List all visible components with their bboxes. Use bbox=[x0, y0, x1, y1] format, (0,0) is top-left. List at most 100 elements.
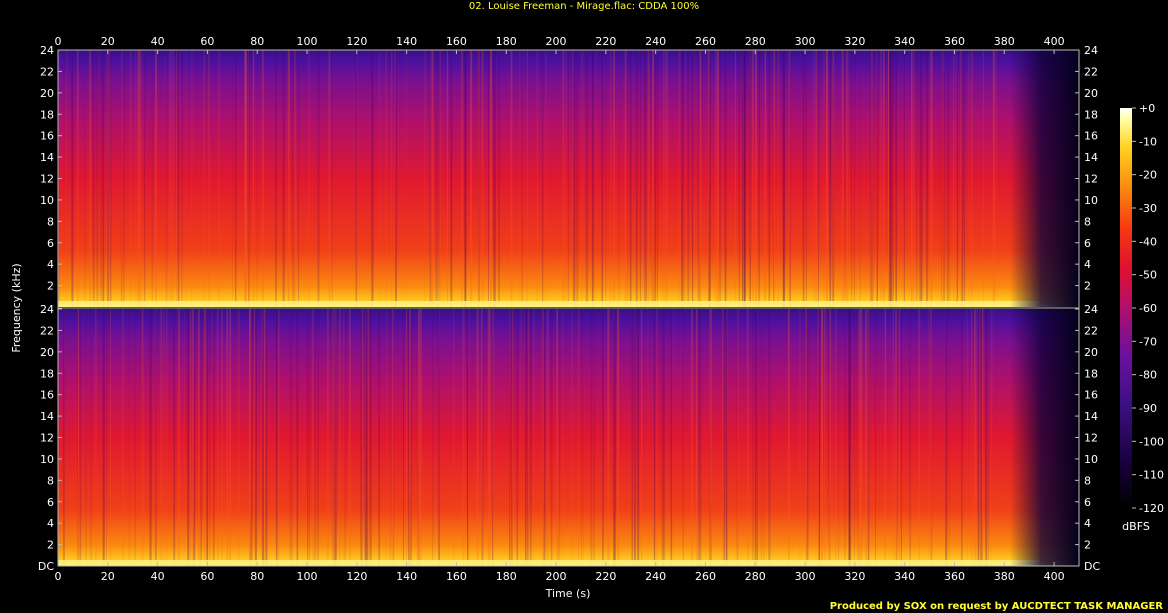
spectrogram-streak bbox=[928, 309, 930, 566]
spectrogram-streak bbox=[956, 50, 958, 307]
spectrogram-streak bbox=[138, 50, 140, 307]
spectrogram-streak bbox=[679, 50, 681, 307]
spectrogram-streak bbox=[232, 50, 234, 307]
spectrogram-streak bbox=[110, 50, 112, 307]
spectrogram-streak bbox=[949, 309, 950, 566]
spectrogram-streak bbox=[291, 309, 293, 566]
spectrogram-streak bbox=[960, 50, 962, 307]
footer-credit: Produced by SOX on request by AUCDTECT T… bbox=[830, 601, 1164, 612]
spectrogram-streak bbox=[287, 50, 289, 307]
y-axis-label: Frequency (kHz) bbox=[10, 263, 23, 352]
spectrogram-streak bbox=[438, 309, 440, 566]
low-frequency-band bbox=[58, 560, 1039, 566]
spectrogram-streak bbox=[755, 50, 757, 307]
spectrogram-streak bbox=[129, 50, 132, 307]
spectrogram-streak bbox=[849, 309, 850, 566]
spectrogram-streak bbox=[860, 309, 862, 566]
spectrogram-streak bbox=[662, 50, 665, 307]
spectrogram-streak bbox=[880, 50, 882, 307]
x-tick-label-bottom: 400 bbox=[1044, 570, 1065, 583]
spectrogram-streak bbox=[982, 309, 984, 566]
channel-1-spectrogram bbox=[58, 50, 1079, 307]
spectrogram-streak bbox=[244, 50, 247, 307]
x-tick-label-top: 80 bbox=[250, 35, 264, 48]
spectrogram-streak bbox=[610, 50, 612, 307]
spectrogram-streak bbox=[122, 50, 125, 307]
spectrogram-streak bbox=[808, 309, 809, 566]
spectrogram-streak bbox=[294, 50, 296, 307]
spectrogram-streak bbox=[63, 309, 65, 566]
spectrogram-streak bbox=[640, 309, 643, 566]
spectrogram-streak bbox=[582, 309, 584, 566]
spectrogram-streak bbox=[867, 309, 870, 566]
spectrogram-streak bbox=[818, 309, 820, 566]
spectrogram-streak bbox=[971, 309, 972, 566]
spectrogram-streak bbox=[244, 50, 246, 307]
x-tick-label-bottom: 100 bbox=[297, 570, 318, 583]
spectrogram-streak bbox=[92, 50, 95, 307]
spectrogram-streak bbox=[592, 50, 595, 307]
spectrogram-streak bbox=[488, 50, 489, 307]
spectrogram-streak bbox=[385, 309, 387, 566]
x-tick-label-bottom: 140 bbox=[396, 570, 417, 583]
spectrogram-streak bbox=[993, 50, 995, 307]
spectrogram-streak bbox=[666, 50, 668, 307]
spectrogram-streak bbox=[829, 50, 832, 307]
spectrogram-streak bbox=[349, 309, 351, 566]
spectrogram-streak bbox=[288, 50, 290, 307]
spectrogram-streak bbox=[366, 309, 368, 566]
spectrogram-streak bbox=[708, 50, 711, 307]
x-tick-label-top: 400 bbox=[1044, 35, 1065, 48]
spectrogram-streak bbox=[844, 309, 846, 566]
spectrogram-streak bbox=[333, 309, 336, 566]
spectrogram-streak bbox=[134, 309, 136, 566]
spectrogram-streak bbox=[832, 50, 835, 307]
x-tick-label-top: 300 bbox=[795, 35, 816, 48]
spectrogram-streak bbox=[709, 309, 712, 566]
spectrogram-streak bbox=[110, 309, 111, 566]
spectrogram-streak bbox=[253, 309, 256, 566]
spectrogram-streak bbox=[244, 50, 246, 307]
spectrogram-streak bbox=[955, 50, 957, 307]
spectrogram-streak bbox=[95, 309, 97, 566]
spectrogram-streak bbox=[90, 309, 92, 566]
y-tick-label-left: 8 bbox=[47, 474, 54, 487]
spectrogram-streak bbox=[100, 50, 102, 307]
spectrogram-streak bbox=[332, 309, 333, 566]
colorbar-tick-label: -50 bbox=[1139, 269, 1157, 282]
spectrogram-streak bbox=[698, 50, 700, 307]
x-tick-label-top: 260 bbox=[695, 35, 716, 48]
x-tick-label-top: 180 bbox=[496, 35, 517, 48]
spectrogram-streak bbox=[492, 309, 494, 566]
spectrogram-streak bbox=[883, 50, 885, 307]
colorbar-tick-label: -60 bbox=[1139, 302, 1157, 315]
spectrogram-streak bbox=[627, 50, 629, 307]
spectrogram-streak bbox=[647, 309, 649, 566]
spectrogram-streak bbox=[858, 309, 861, 566]
spectrogram-streak bbox=[162, 309, 165, 566]
spectrogram-streak bbox=[187, 309, 190, 566]
spectrogram-streak bbox=[710, 309, 712, 566]
spectrogram-streak bbox=[851, 50, 852, 307]
spectrogram-streak bbox=[77, 50, 79, 307]
spectrogram-streak bbox=[590, 309, 593, 566]
axes: 0 0 20 20 40 40 60 60 80 80 100 100 120 120 140 140 160 1… bbox=[38, 35, 1101, 583]
spectrogram-streak bbox=[769, 309, 771, 566]
x-tick-label-top: 60 bbox=[200, 35, 214, 48]
spectrogram-streak bbox=[154, 309, 157, 566]
spectrogram-streak bbox=[726, 309, 728, 566]
spectrogram-streak bbox=[565, 50, 567, 307]
spectrogram-streak bbox=[121, 50, 123, 307]
spectrogram-streak bbox=[760, 309, 762, 566]
spectrogram-streak bbox=[335, 309, 337, 566]
spectrogram-streak bbox=[949, 50, 951, 307]
spectrogram-streak bbox=[137, 50, 139, 307]
spectrogram-streak bbox=[573, 50, 576, 307]
spectrogram-streak bbox=[813, 50, 815, 307]
spectrogram-streak bbox=[783, 50, 786, 307]
colorbar-gradient bbox=[1120, 108, 1132, 508]
x-tick-label-bottom: 120 bbox=[346, 570, 367, 583]
spectrogram-streak bbox=[742, 50, 744, 307]
spectrogram-streak bbox=[344, 309, 347, 566]
x-tick-label-top: 100 bbox=[297, 35, 318, 48]
